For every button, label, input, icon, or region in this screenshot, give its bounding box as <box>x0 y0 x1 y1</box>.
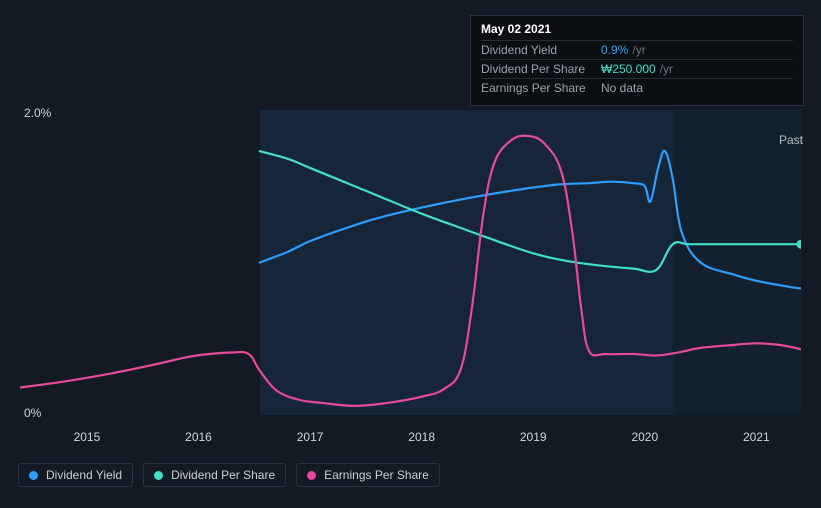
tooltip-row: Dividend Per Share₩250.000/yr <box>481 59 793 78</box>
x-axis-label: 2018 <box>408 430 435 444</box>
legend-dot-icon <box>307 471 316 480</box>
x-axis-label: 2021 <box>743 430 770 444</box>
legend-item-dividend_per_share[interactable]: Dividend Per Share <box>143 463 286 487</box>
series-dividend_per_share <box>260 151 801 272</box>
legend-item-label: Dividend Per Share <box>171 468 275 482</box>
series-earnings_per_share <box>20 136 801 406</box>
tooltip-row: Earnings Per ShareNo data <box>481 78 793 97</box>
tooltip-row-value: No data <box>601 81 643 95</box>
x-axis-label: 2015 <box>74 430 101 444</box>
legend-dot-icon <box>29 471 38 480</box>
legend-item-dividend_yield[interactable]: Dividend Yield <box>18 463 133 487</box>
series-dividend_yield <box>260 151 801 288</box>
chart-legend: Dividend Yield Dividend Per Share Earnings… <box>18 463 440 487</box>
tooltip-row-label: Dividend Per Share <box>481 62 601 76</box>
tooltip-row-unit: /yr <box>632 43 645 57</box>
x-axis-label: 2019 <box>520 430 547 444</box>
legend-item-label: Earnings Per Share <box>324 468 429 482</box>
chart-plot-area <box>20 110 801 415</box>
tooltip-row: Dividend Yield0.9% /yr <box>481 40 793 59</box>
x-axis-label: 2020 <box>631 430 658 444</box>
chart-tooltip: May 02 2021 Dividend Yield0.9%/yrDividen… <box>470 15 804 106</box>
chart-svg <box>20 110 801 415</box>
x-axis-label: 2017 <box>297 430 324 444</box>
tooltip-date: May 02 2021 <box>481 22 793 36</box>
tooltip-row-label: Dividend Yield <box>481 43 601 57</box>
tooltip-row-unit: /yr <box>660 62 673 76</box>
series-end-dot <box>797 240 802 249</box>
tooltip-row-value: ₩250.000 <box>601 62 656 76</box>
legend-item-earnings_per_share[interactable]: Earnings Per Share <box>296 463 440 487</box>
tooltip-row-value: 0.9% <box>601 43 628 57</box>
tooltip-row-label: Earnings Per Share <box>481 81 601 95</box>
x-axis-label: 2016 <box>185 430 212 444</box>
legend-dot-icon <box>154 471 163 480</box>
legend-item-label: Dividend Yield <box>46 468 122 482</box>
